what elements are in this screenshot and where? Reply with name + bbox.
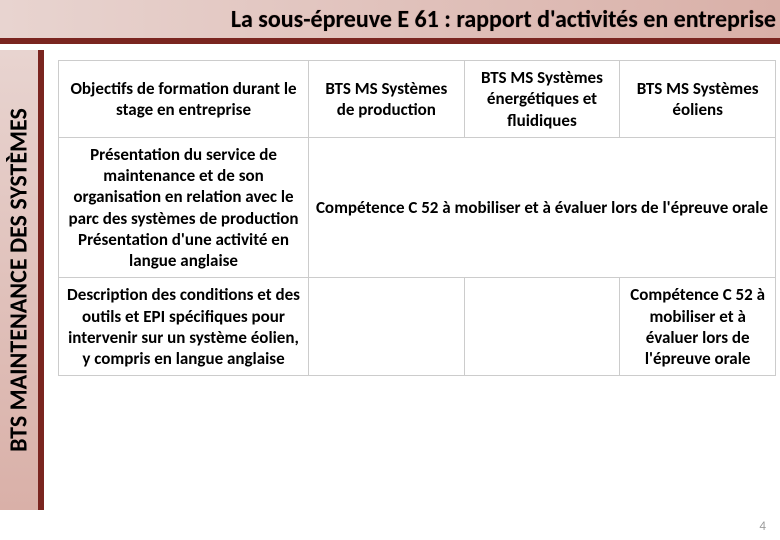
content: Objectifs de formation durant le stage e… (58, 60, 776, 516)
objectives-table: Objectifs de formation durant le stage e… (58, 60, 776, 376)
header-col-production: BTS MS Systèmes de production (309, 61, 465, 138)
page-title: La sous-épreuve E 61 : rapport d'activit… (231, 5, 776, 34)
row2-label: Description des conditions et des outils… (59, 278, 309, 376)
row2-cell2 (464, 278, 620, 376)
header-objectives: Objectifs de formation durant le stage e… (59, 61, 309, 138)
header-col-energetiques: BTS MS Systèmes énergétiques et fluidiqu… (464, 61, 620, 138)
sidebar: BTS MAINTENANCE DES SYSTÈMES (0, 50, 44, 510)
sidebar-label: BTS MAINTENANCE DES SYSTÈMES (5, 108, 34, 452)
row2-cell3: Compétence C 52 à mobiliser et à évaluer… (620, 278, 776, 376)
row1-label: Présentation du service de maintenance e… (59, 137, 309, 278)
header-col-eoliens: BTS MS Systèmes éoliens (620, 61, 776, 138)
title-bar: La sous-épreuve E 61 : rapport d'activit… (0, 0, 780, 44)
row2-cell1 (309, 278, 465, 376)
row1-merged: Compétence C 52 à mobiliser et à évaluer… (309, 137, 776, 278)
page-number: 4 (759, 519, 766, 534)
